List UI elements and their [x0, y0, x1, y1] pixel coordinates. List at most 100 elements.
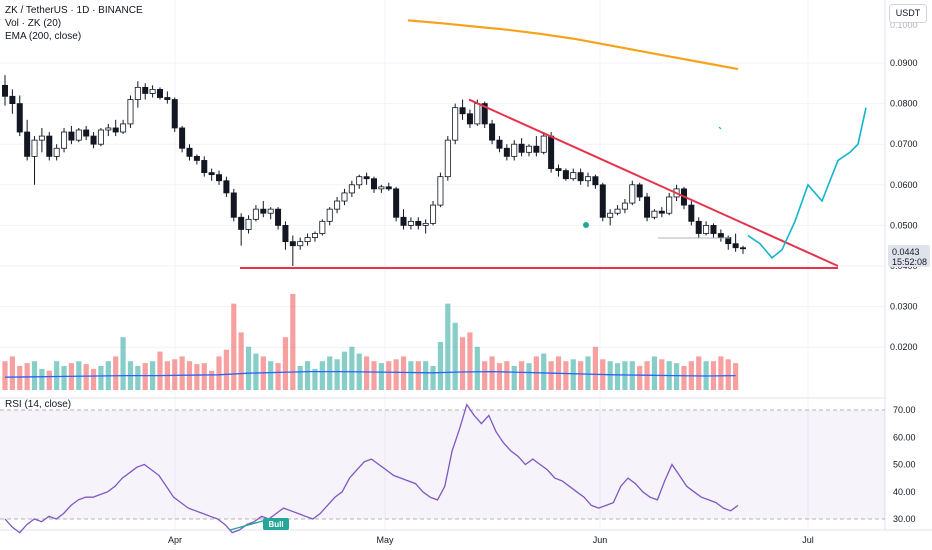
candle[interactable]: [46, 132, 53, 161]
candle[interactable]: [466, 109, 473, 128]
time-axis[interactable]: Apr May Jun Jul: [168, 535, 814, 545]
candle[interactable]: [585, 172, 592, 187]
candle[interactable]: [171, 97, 178, 133]
candle[interactable]: [208, 168, 215, 181]
candle[interactable]: [319, 219, 326, 236]
price-projection-path[interactable]: [747, 107, 867, 260]
candle[interactable]: [695, 217, 702, 238]
candle[interactable]: [179, 125, 186, 153]
candle[interactable]: [149, 85, 156, 98]
candle[interactable]: [710, 223, 717, 238]
candle[interactable]: [267, 207, 274, 220]
candle[interactable]: [356, 174, 363, 189]
ema-200-line[interactable]: [407, 19, 739, 71]
candle[interactable]: [407, 217, 414, 230]
candle[interactable]: [533, 136, 540, 157]
candle[interactable]: [142, 83, 149, 100]
candle[interactable]: [120, 119, 127, 135]
candle[interactable]: [688, 201, 695, 226]
candle[interactable]: [127, 95, 134, 128]
candle[interactable]: [644, 192, 651, 222]
candle[interactable]: [459, 99, 466, 120]
candle[interactable]: [134, 81, 141, 108]
candle[interactable]: [740, 245, 747, 254]
candle[interactable]: [223, 176, 230, 197]
candle[interactable]: [703, 221, 710, 236]
candle[interactable]: [245, 215, 252, 234]
candle[interactable]: [378, 184, 385, 193]
candle[interactable]: [363, 172, 370, 185]
candle[interactable]: [275, 207, 282, 230]
candle[interactable]: [216, 170, 223, 185]
candle[interactable]: [311, 231, 318, 242]
candle[interactable]: [607, 209, 614, 226]
candle[interactable]: [24, 119, 31, 161]
candle[interactable]: [370, 176, 377, 193]
candle[interactable]: [621, 199, 628, 214]
candle[interactable]: [112, 119, 119, 137]
candle[interactable]: [430, 201, 437, 226]
ema-legend[interactable]: EMA (200, close): [5, 31, 82, 42]
candle[interactable]: [68, 125, 75, 145]
candle[interactable]: [599, 182, 606, 222]
candle[interactable]: [577, 168, 584, 185]
candle[interactable]: [732, 233, 739, 252]
candle[interactable]: [629, 180, 636, 206]
candle[interactable]: [658, 207, 665, 218]
candle[interactable]: [326, 207, 333, 226]
price-axis[interactable]: 0.1000 0.0900 0.0800 0.0700 0.0600 0.0500 0.04…: [890, 20, 918, 352]
candle[interactable]: [16, 95, 23, 137]
candle[interactable]: [437, 172, 444, 208]
candle[interactable]: [636, 182, 643, 202]
candle[interactable]: [282, 221, 289, 250]
rsi-legend[interactable]: RSI (14, close): [5, 399, 72, 410]
candle[interactable]: [385, 182, 392, 191]
candle[interactable]: [289, 235, 296, 266]
candle[interactable]: [105, 123, 112, 137]
candle[interactable]: [348, 180, 355, 197]
candle[interactable]: [156, 87, 163, 100]
candle[interactable]: [540, 132, 547, 155]
candle[interactable]: [562, 168, 569, 181]
candle[interactable]: [651, 209, 658, 220]
candle[interactable]: [570, 168, 577, 181]
candle[interactable]: [444, 136, 451, 181]
candlestick-series[interactable]: [2, 75, 747, 266]
candle[interactable]: [452, 103, 459, 145]
candle[interactable]: [422, 219, 429, 234]
candle[interactable]: [193, 154, 200, 165]
candle[interactable]: [555, 164, 562, 177]
symbol-legend[interactable]: ZK / TetherUS · 1D · BINANCE: [5, 5, 143, 16]
candle[interactable]: [238, 213, 245, 246]
candle[interactable]: [334, 196, 341, 214]
candle[interactable]: [61, 127, 68, 153]
candle[interactable]: [614, 205, 621, 216]
candle[interactable]: [393, 186, 400, 222]
candle[interactable]: [164, 91, 171, 104]
candle[interactable]: [400, 209, 407, 230]
candle[interactable]: [230, 188, 237, 222]
candle[interactable]: [201, 156, 208, 177]
candle[interactable]: [31, 136, 38, 185]
candle[interactable]: [9, 89, 16, 114]
candle[interactable]: [53, 144, 60, 161]
currency-badge[interactable]: USDT: [889, 4, 927, 23]
descending-trendline[interactable]: [468, 98, 839, 267]
candle[interactable]: [511, 140, 518, 161]
candle[interactable]: [186, 144, 193, 161]
candle[interactable]: [304, 233, 311, 246]
candle[interactable]: [83, 125, 90, 141]
candle[interactable]: [592, 174, 599, 189]
candle[interactable]: [2, 75, 8, 106]
candle[interactable]: [90, 132, 97, 149]
volume-legend[interactable]: Vol · ZK (20): [5, 18, 62, 29]
candle[interactable]: [260, 201, 267, 218]
candle[interactable]: [341, 188, 348, 206]
candle[interactable]: [297, 237, 304, 250]
candle[interactable]: [525, 144, 532, 157]
candle[interactable]: [415, 217, 422, 230]
candle[interactable]: [489, 119, 496, 145]
candle[interactable]: [503, 144, 510, 161]
candle[interactable]: [252, 205, 259, 222]
candle[interactable]: [666, 192, 673, 216]
